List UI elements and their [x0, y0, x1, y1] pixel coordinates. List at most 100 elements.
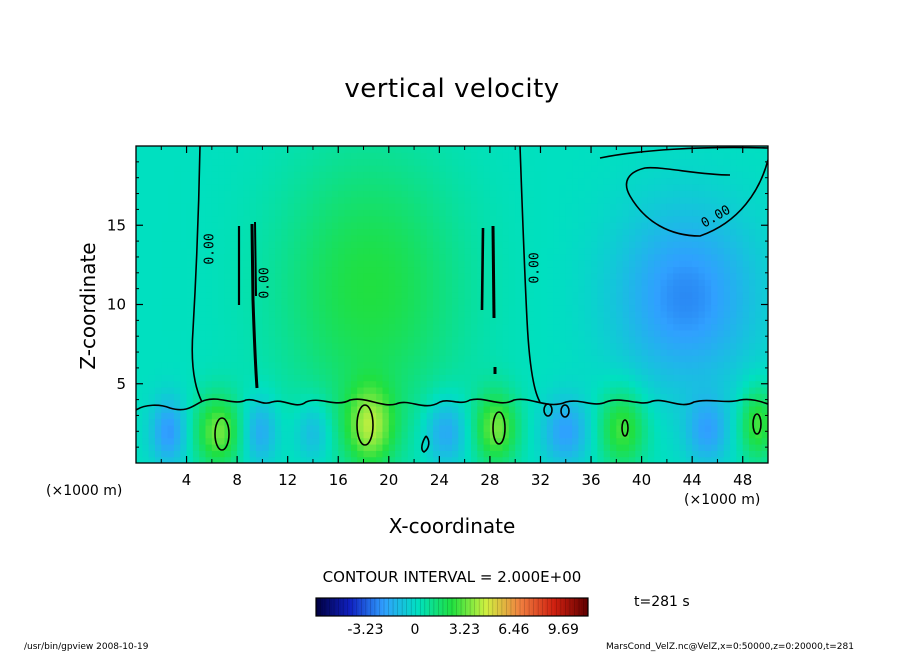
heatmap-cell: [584, 450, 592, 458]
heatmap-cell: [338, 177, 346, 185]
heatmap-cell: [161, 437, 169, 445]
heatmap-cell: [237, 418, 245, 426]
heatmap-cell: [711, 165, 719, 172]
heatmap-cell: [591, 374, 598, 382]
heatmap-cell: [249, 152, 257, 160]
heatmap-cell: [578, 228, 586, 236]
heatmap-cell: [458, 298, 466, 306]
heatmap-cell: [363, 291, 371, 299]
heatmap-cell: [256, 298, 263, 306]
heatmap-cell: [452, 298, 459, 306]
heatmap-cell: [521, 196, 529, 204]
heatmap-cell: [161, 203, 169, 210]
heatmap-cell: [154, 380, 162, 388]
heatmap-cell: [420, 342, 428, 350]
heatmap-cell: [224, 405, 232, 413]
heatmap-cell: [496, 386, 504, 394]
heatmap-cell: [439, 285, 447, 293]
heatmap-cell: [736, 380, 744, 388]
heatmap-cell: [477, 323, 485, 331]
heatmap-cell: [186, 317, 194, 325]
heatmap-cell: [723, 247, 731, 255]
heatmap-cell: [205, 443, 213, 451]
heatmap-cell: [483, 399, 491, 407]
heatmap-cell: [173, 184, 181, 191]
heatmap-cell: [730, 165, 737, 172]
heatmap-cell: [546, 310, 554, 318]
heatmap-cell: [350, 260, 358, 268]
heatmap-cell: [565, 177, 573, 185]
heatmap-cell: [407, 260, 415, 268]
heatmap-cell: [458, 412, 466, 420]
heatmap-cell: [426, 177, 434, 185]
heatmap-cell: [167, 209, 175, 217]
heatmap-cell: [565, 386, 573, 394]
heatmap-cell: [205, 190, 213, 198]
heatmap-cell: [180, 393, 188, 401]
heatmap-cell: [439, 374, 447, 382]
heatmap-cell: [363, 367, 371, 375]
heatmap-cell: [559, 342, 567, 350]
heatmap-cell: [685, 323, 693, 331]
heatmap-cell: [730, 222, 737, 230]
heatmap-cell: [319, 323, 327, 331]
heatmap-cell: [546, 222, 554, 230]
heatmap-cell: [186, 323, 194, 331]
heatmap-cell: [199, 165, 207, 172]
heatmap-cell: [357, 196, 365, 204]
heatmap-cell: [312, 348, 320, 356]
heatmap-cell: [749, 165, 756, 172]
heatmap-cell: [218, 209, 226, 217]
heatmap-cell: [464, 412, 472, 420]
heatmap-cell: [673, 272, 681, 280]
heatmap-cell: [350, 405, 358, 413]
heatmap-cell: [230, 241, 238, 249]
heatmap-cell: [483, 431, 491, 439]
heatmap-cell: [281, 285, 289, 293]
heatmap-cell: [673, 190, 681, 198]
heatmap-cell: [635, 450, 643, 458]
heatmap-cell: [565, 329, 573, 337]
heatmap-cell: [723, 317, 731, 325]
heatmap-cell: [376, 222, 384, 230]
heatmap-cell: [249, 158, 257, 166]
heatmap-cell: [483, 424, 491, 432]
heatmap-cell: [704, 146, 712, 153]
heatmap-cell: [521, 437, 529, 445]
heatmap-cell: [426, 260, 434, 268]
heatmap-cell: [439, 209, 447, 217]
heatmap-cell: [464, 203, 472, 210]
heatmap-cell: [458, 355, 466, 363]
heatmap-cell: [749, 184, 756, 191]
heatmap-cell: [142, 222, 150, 230]
heatmap-cell: [167, 247, 175, 255]
heatmap-cell: [186, 165, 194, 172]
heatmap-cell: [350, 146, 358, 153]
heatmap-cell: [142, 450, 150, 458]
heatmap-cell: [262, 247, 270, 255]
heatmap-cell: [388, 443, 396, 451]
heatmap-cell: [515, 234, 523, 242]
heatmap-cell: [401, 228, 409, 236]
heatmap-cell: [237, 304, 245, 312]
heatmap-cell: [749, 361, 756, 369]
heatmap-cell: [262, 418, 270, 426]
heatmap-cell: [211, 279, 219, 287]
heatmap-cell: [256, 222, 263, 230]
heatmap-cell: [565, 323, 573, 331]
heatmap-cell: [565, 450, 573, 458]
heatmap-cell: [407, 222, 415, 230]
heatmap-cell: [553, 393, 561, 401]
heatmap-cell: [477, 177, 485, 185]
heatmap-cell: [521, 222, 529, 230]
heatmap-cell: [382, 177, 390, 185]
heatmap-cell: [167, 367, 175, 375]
heatmap-cell: [489, 215, 497, 223]
heatmap-cell: [616, 298, 624, 306]
heatmap-cell: [572, 241, 579, 249]
heatmap-cell: [711, 336, 719, 344]
heatmap-cell: [211, 367, 219, 375]
heatmap-cell: [654, 310, 662, 318]
heatmap-cell: [698, 266, 706, 274]
heatmap-cell: [742, 405, 750, 413]
